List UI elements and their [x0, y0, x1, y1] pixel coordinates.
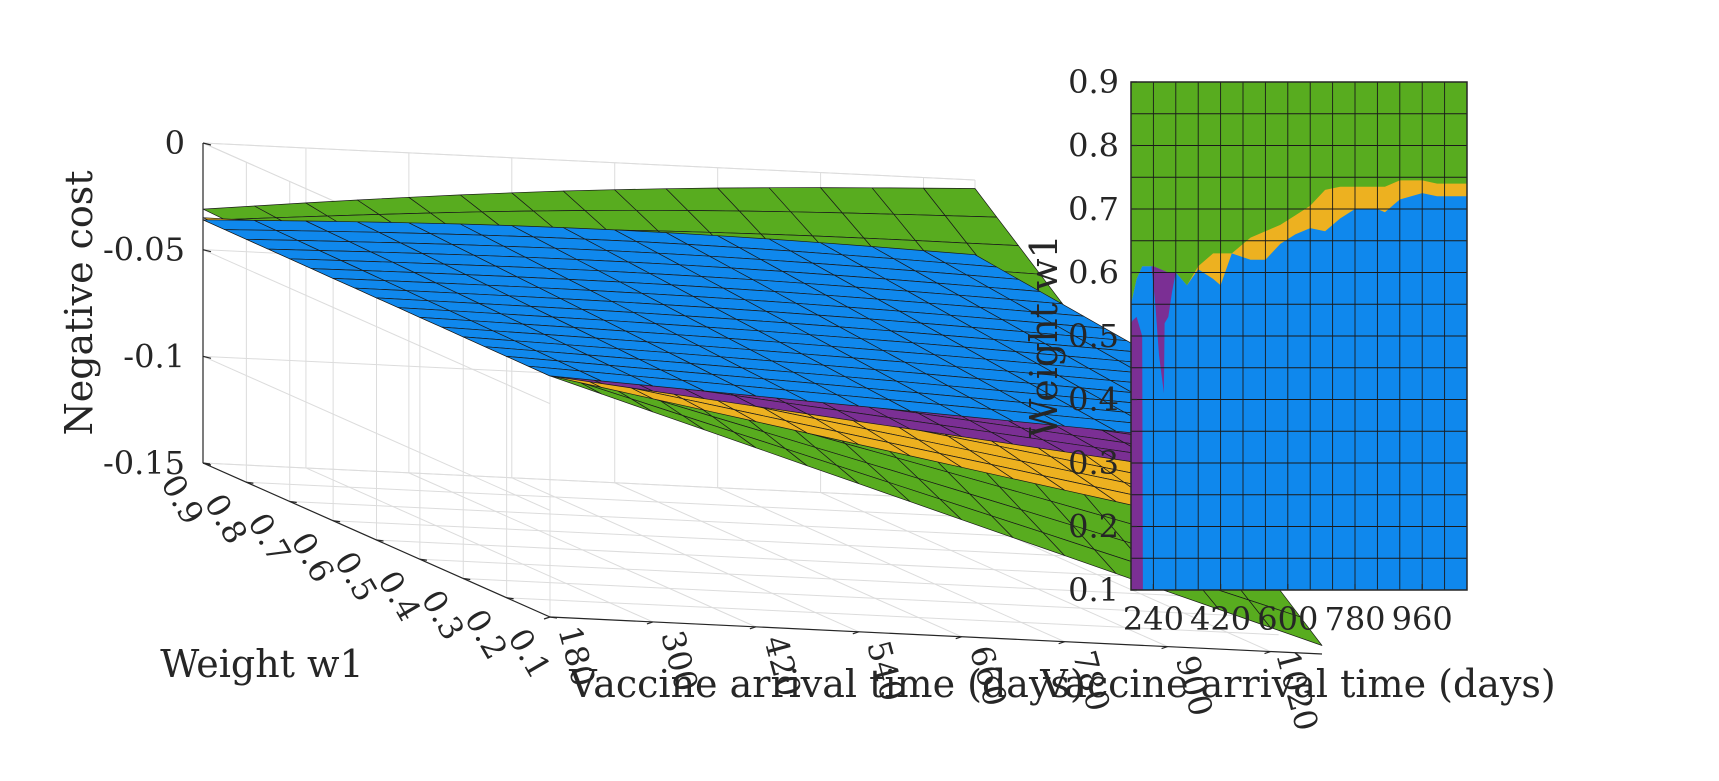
- z-tick-label: -0.15: [103, 444, 185, 482]
- y-tick-label: 0.3: [414, 583, 472, 646]
- map-x-tick-label: 600: [1257, 600, 1318, 638]
- map-y-tick-label: 0.4: [1068, 381, 1119, 419]
- y-tick-label: 0.5: [327, 545, 385, 608]
- y-tick-label: 0.6: [283, 526, 341, 589]
- y-tick-label: 0.1: [500, 622, 558, 685]
- map-y-tick-label: 0.8: [1068, 127, 1119, 165]
- surface-green-facet: [1248, 599, 1323, 646]
- map-y-tick-label: 0.9: [1068, 63, 1119, 101]
- region-map: 0.1 0.2 0.3 0.4 0.5 0.6 0.7 0.8 0.9 240 420 600 780 9…: [1022, 63, 1556, 706]
- surface-plot-surfaces: [202, 187, 1323, 646]
- map-y-tick-label: 0.7: [1068, 190, 1119, 228]
- region-purple: [1131, 316, 1143, 590]
- surface-plot: 0-0.05-0.1-0.150.90.80.70.60.50.40.30.20…: [57, 124, 1326, 735]
- y-tick-label: 0.4: [370, 564, 428, 627]
- map-x-tick-label: 780: [1324, 600, 1385, 638]
- map-x-axis-label: Vaccine arrival time (days): [1039, 662, 1556, 706]
- z-tick-label: -0.1: [123, 337, 185, 375]
- z-axis-label: Negative cost: [57, 170, 101, 435]
- map-y-tick-label: 0.2: [1068, 508, 1119, 546]
- x-axis-label: Vaccine arrival time (days): [568, 662, 1085, 706]
- z-tick-label: -0.05: [103, 231, 185, 269]
- y-tick-label: 0.7: [240, 506, 298, 569]
- surface-plot-axes: [202, 142, 1323, 655]
- map-x-tick-label: 240: [1123, 600, 1184, 638]
- map-y-axis-label: Weight w1: [1022, 234, 1066, 437]
- region-purple: [1151, 266, 1176, 394]
- map-y-tick-label: 0.3: [1068, 444, 1119, 482]
- map-y-tick-label: 0.6: [1068, 254, 1119, 292]
- region-map-grid: [1131, 82, 1467, 590]
- region-map-tick-labels: 0.1 0.2 0.3 0.4 0.5 0.6 0.7 0.8 0.9 240 420 600 780 9…: [1068, 63, 1453, 638]
- y-tick-label: 0.2: [457, 603, 515, 666]
- map-y-tick-label: 0.5: [1068, 317, 1119, 355]
- y-axis-label: Weight w1: [160, 642, 363, 686]
- z-tick-label: 0: [165, 124, 185, 162]
- map-x-tick-label: 960: [1392, 600, 1453, 638]
- region-blue: [1131, 193, 1467, 590]
- map-y-tick-label: 0.1: [1068, 571, 1119, 609]
- map-x-tick-label: 420: [1190, 600, 1251, 638]
- y-tick-label: 0.8: [197, 487, 255, 550]
